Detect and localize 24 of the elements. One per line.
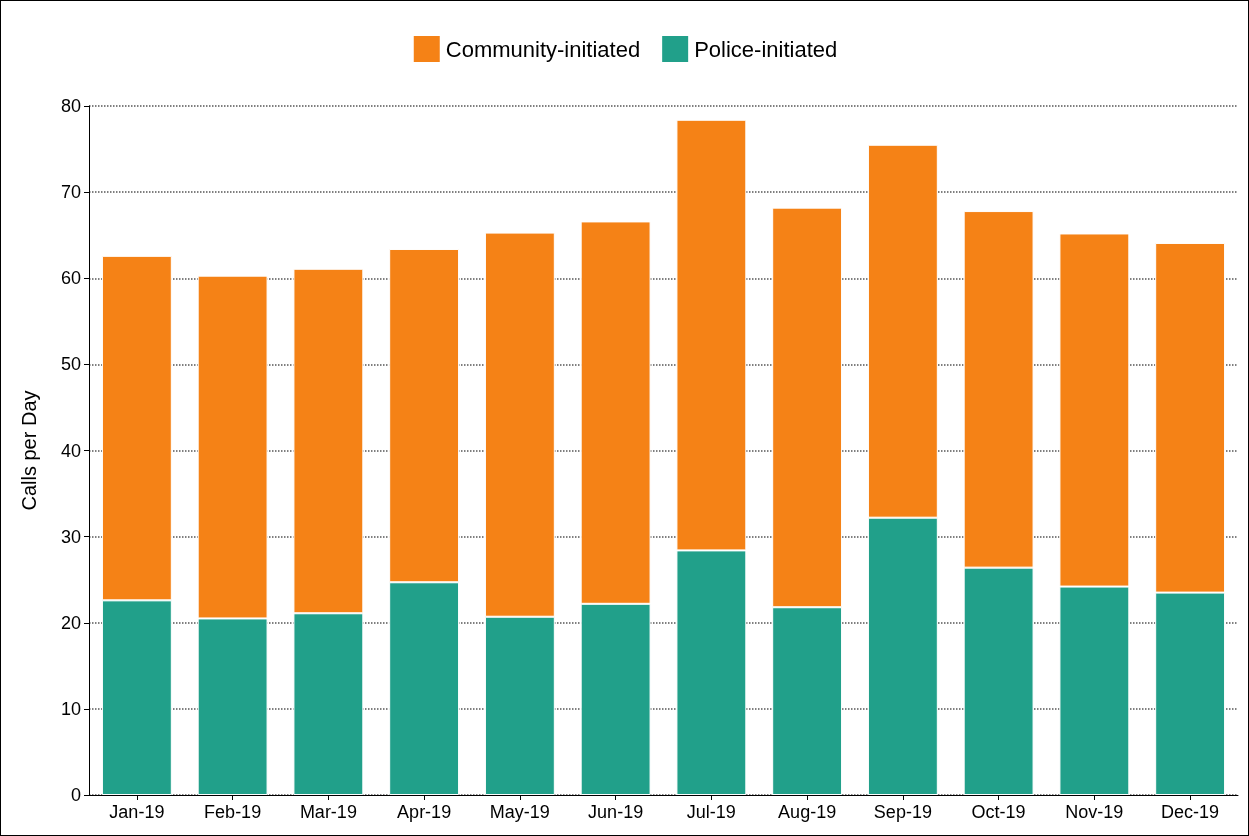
x-tick-label: Dec-19 (1161, 802, 1220, 822)
x-tick-label: Sep-19 (873, 802, 932, 822)
y-tick-label: 50 (60, 354, 81, 375)
y-axis-title: Calls per Day (18, 390, 40, 511)
x-tick-label: Nov-19 (1065, 802, 1124, 822)
legend-label: Community-initiated (445, 36, 641, 62)
x-tick-label: May-19 (489, 802, 550, 822)
y-tick-label: 40 (60, 440, 81, 461)
x-tick-label: Jul-19 (686, 802, 736, 822)
y-tick-label: 60 (60, 268, 81, 289)
legend-label: Police-initiated (694, 36, 838, 62)
y-tick-label: 20 (60, 612, 81, 633)
y-tick-label: 70 (60, 182, 81, 203)
x-tick-label: Aug-19 (778, 802, 837, 822)
y-tick-label: 30 (60, 526, 81, 547)
x-tick-label: Oct-19 (971, 802, 1026, 822)
y-tick-label: 80 (60, 96, 81, 116)
y-tick-label: 10 (60, 698, 81, 719)
y-tick-label: 0 (70, 785, 81, 805)
x-tick-label: Jan-19 (109, 802, 165, 822)
x-tick-label: Jun-19 (588, 802, 644, 822)
x-tick-label: Mar-19 (299, 802, 357, 822)
x-tick-label: Feb-19 (204, 802, 262, 822)
x-tick-label: Apr-19 (397, 802, 452, 822)
